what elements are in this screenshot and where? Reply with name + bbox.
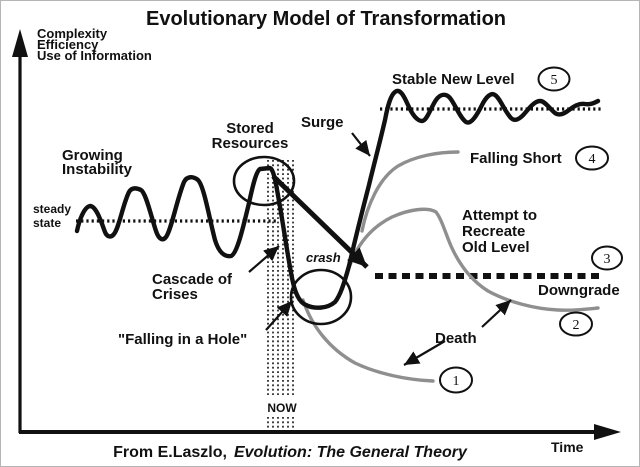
caption-source: From E.Laszlo, xyxy=(113,444,227,461)
growing-instability-line1: Growing xyxy=(62,147,123,164)
y-axis-label-line3: Use of Information xyxy=(37,48,152,63)
stage-1-circle xyxy=(439,366,473,394)
cascade-line1: Cascade of xyxy=(152,271,233,288)
attempt-recreate-downgrade-curve xyxy=(348,207,600,312)
death-label: Death xyxy=(435,330,477,347)
falling-in-a-hole-label: "Falling in a Hole" xyxy=(118,331,247,348)
attempt-to-recreate-label: Attempt to Recreate Old Level xyxy=(462,207,537,256)
stage-marker-3: 3 xyxy=(591,245,623,271)
cascade-of-crises-label: Cascade of Crises xyxy=(152,271,233,303)
stage-3-number: 3 xyxy=(604,252,611,267)
falling-short-label: Falling Short xyxy=(470,150,562,167)
stage-marker-1: 1 xyxy=(439,366,473,394)
main-curve xyxy=(74,88,601,310)
cascade-line2: Crises xyxy=(152,286,198,303)
steady-state-line1: steady xyxy=(33,202,71,216)
x-axis-label: Time xyxy=(551,439,584,455)
stage-4-circle xyxy=(575,145,609,171)
stored-resources-line1: Stored xyxy=(226,120,274,137)
downgrade-label: Downgrade xyxy=(538,282,620,299)
surge-arrow xyxy=(351,132,371,157)
source-caption: From E.Laszlo, Evolution: The General The… xyxy=(113,444,468,461)
y-axis-label-line1: Complexity xyxy=(37,26,108,41)
attempt-line1: Attempt to xyxy=(462,207,537,224)
page-title: Evolutionary Model of Transformation xyxy=(146,8,506,30)
stage-marker-5: 5 xyxy=(537,66,571,92)
falling-in-hole-arrow xyxy=(265,300,293,331)
stored-resources-line2: Resources xyxy=(212,135,289,152)
cascade-of-crises-arrow xyxy=(248,245,280,273)
stored-resources-label: Stored Resources xyxy=(212,120,289,152)
stored-resources-circle xyxy=(232,155,296,207)
death-arrow-to-downgrade xyxy=(481,299,512,328)
attempt-line2: Recreate xyxy=(462,223,525,240)
growing-instability-line2: Instability xyxy=(62,161,133,178)
stage-5-circle xyxy=(537,66,571,92)
y-axis-label-line2: Efficiency xyxy=(37,37,99,52)
stage-marker-2: 2 xyxy=(559,311,593,337)
steady-state-label: steady state xyxy=(33,202,71,230)
stage-4-number: 4 xyxy=(589,152,596,167)
steady-state-line2: state xyxy=(33,216,61,230)
stage-2-number: 2 xyxy=(573,318,580,333)
falling-short-curve xyxy=(360,150,460,233)
stage-2-circle xyxy=(559,311,593,337)
stage-1-number: 1 xyxy=(453,374,460,389)
crash-label: crash xyxy=(306,250,341,265)
stable-new-level-label: Stable New Level xyxy=(392,71,515,88)
now-label: NOW xyxy=(267,401,297,415)
stage-marker-4: 4 xyxy=(575,145,609,171)
surge-label: Surge xyxy=(301,114,344,131)
transformation-arrow xyxy=(271,174,369,269)
now-band: NOW xyxy=(267,160,297,430)
death-arrow-to-death-curve xyxy=(403,340,446,366)
stage-5-number: 5 xyxy=(551,73,558,88)
x-axis-arrowhead xyxy=(594,424,621,440)
growing-instability-label: Growing Instability xyxy=(62,147,133,178)
falling-in-hole-circle xyxy=(289,268,353,326)
attempt-line3: Old Level xyxy=(462,239,530,256)
y-axis-label: Complexity Efficiency Use of Information xyxy=(37,26,152,63)
stage-3-circle xyxy=(591,245,623,271)
caption-work-title: Evolution: The General Theory xyxy=(234,444,468,461)
y-axis-arrowhead xyxy=(12,29,28,57)
